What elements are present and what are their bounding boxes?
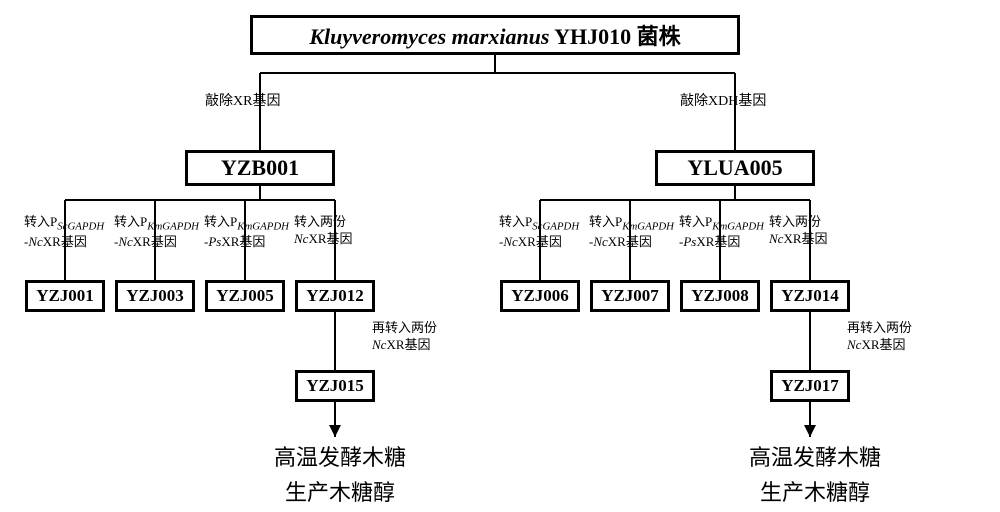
right-output: 高温发酵木糖生产木糖醇: [730, 440, 900, 510]
left-edge-label-3: 转入两份NcXR基因: [294, 214, 384, 248]
right-leaf-0: YZJ006: [500, 280, 580, 312]
right-edge-label-0: 转入PScGAPDH-NcXR基因: [499, 214, 589, 251]
left-edge-label-1: 转入PKmGAPDH-NcXR基因: [114, 214, 204, 251]
left-output: 高温发酵木糖生产木糖醇: [255, 440, 425, 510]
right-again-label: 再转入两份NcXR基因: [847, 320, 937, 354]
root-strain: Kluyveromyces marxianus YHJ010 菌株: [250, 15, 740, 55]
left-again-label: 再转入两份NcXR基因: [372, 320, 462, 354]
left-leaf-0: YZJ001: [25, 280, 105, 312]
right-leaf-2: YZJ008: [680, 280, 760, 312]
right-knockout-label: 敲除XDH基因: [680, 90, 766, 110]
left-leaf-2: YZJ005: [205, 280, 285, 312]
right-mid: YLUA005: [655, 150, 815, 186]
right-deep: YZJ017: [770, 370, 850, 402]
right-edge-label-1: 转入PKmGAPDH-NcXR基因: [589, 214, 679, 251]
left-leaf-3: YZJ012: [295, 280, 375, 312]
left-mid: YZB001: [185, 150, 335, 186]
left-leaf-1: YZJ003: [115, 280, 195, 312]
left-deep: YZJ015: [295, 370, 375, 402]
left-edge-label-0: 转入PScGAPDH-NcXR基因: [24, 214, 114, 251]
left-edge-label-2: 转入PKmGAPDH-PsXR基因: [204, 214, 294, 251]
right-edge-label-2: 转入PKmGAPDH-PsXR基因: [679, 214, 769, 251]
right-leaf-3: YZJ014: [770, 280, 850, 312]
right-leaf-1: YZJ007: [590, 280, 670, 312]
right-edge-label-3: 转入两份NcXR基因: [769, 214, 859, 248]
left-knockout-label: 敲除XR基因: [205, 90, 280, 110]
